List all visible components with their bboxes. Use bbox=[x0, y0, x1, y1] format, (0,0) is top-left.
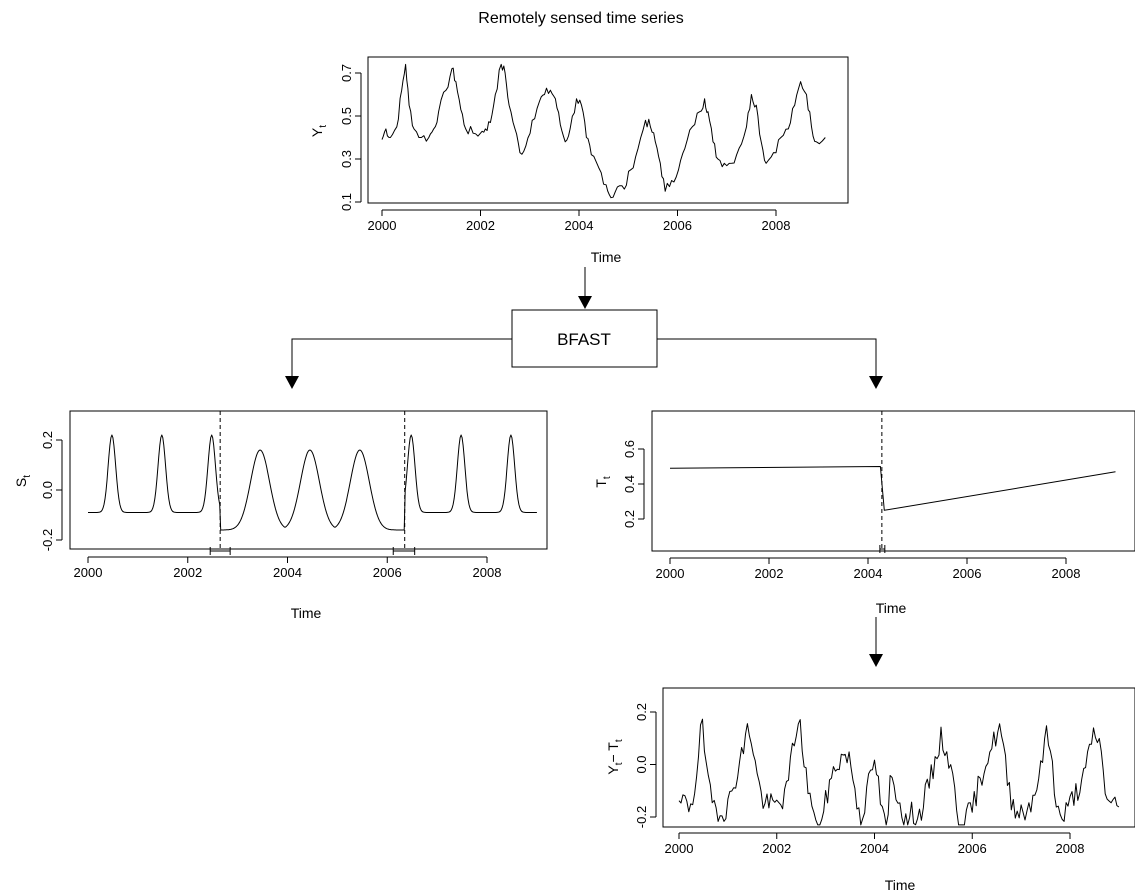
arrowhead-yt-to-bfast bbox=[578, 296, 592, 309]
panel-yt-series bbox=[381, 63, 826, 199]
panel-st-breakpoints bbox=[209, 411, 416, 555]
y-tick-label: 0.0 bbox=[634, 755, 649, 773]
panel-yt-ticks: 2000 2002 2004 2006 2008 0.1 0.3 0.5 0.7 bbox=[339, 64, 790, 233]
x-tick-label: 2006 bbox=[958, 841, 987, 856]
x-tick-label: 2004 bbox=[565, 218, 594, 233]
arrowhead-tt-to-et bbox=[869, 654, 883, 667]
x-tick-label: 2008 bbox=[1052, 566, 1081, 581]
x-tick-label: 2006 bbox=[373, 565, 402, 580]
panel-st-series bbox=[88, 434, 537, 531]
panel-tt-ticks: 2000 2002 2004 2006 2008 0.2 0.4 0.6 bbox=[622, 440, 1080, 581]
y-tick-label: 0.3 bbox=[339, 150, 354, 168]
y-tick-label: 0.0 bbox=[40, 481, 55, 499]
panel-st-xlabel: Time bbox=[291, 605, 322, 621]
arrowhead-bfast-to-st bbox=[285, 376, 299, 389]
x-tick-label: 2000 bbox=[74, 565, 103, 580]
panel-et-ylabel-mid: − T bbox=[605, 742, 621, 763]
diagram-title: Remotely sensed time series bbox=[478, 10, 683, 27]
panel-et-ylabel: Yt− Tt bbox=[605, 739, 625, 775]
y-tick-label: 0.4 bbox=[622, 475, 637, 493]
panel-et-frame bbox=[662, 687, 1135, 828]
x-tick-label: 2008 bbox=[473, 565, 502, 580]
panel-st: 2000 2002 2004 2006 2008 -0.2 0.0 0.2 Time St bbox=[13, 410, 548, 621]
x-tick-label: 2000 bbox=[368, 218, 397, 233]
panel-et-ylabel-sub2: t bbox=[614, 739, 625, 742]
x-tick-label: 2002 bbox=[755, 566, 784, 581]
panel-tt-breakpoints bbox=[879, 411, 886, 553]
arrowhead-bfast-to-tt bbox=[869, 376, 883, 389]
y-tick-label: 0.1 bbox=[339, 193, 354, 211]
y-tick-label: -0.2 bbox=[634, 806, 649, 828]
panel-tt-ylabel-sub: t bbox=[602, 476, 613, 479]
x-tick-label: 2002 bbox=[466, 218, 495, 233]
panel-yt-ylabel: Yt bbox=[309, 125, 329, 137]
bfast-box-frame bbox=[511, 309, 658, 368]
x-tick-label: 2006 bbox=[953, 566, 982, 581]
arrow-bfast-to-tt bbox=[657, 338, 877, 377]
y-tick-label: 0.2 bbox=[622, 510, 637, 528]
panel-et-ticks: 2000 2002 2004 2006 2008 -0.2 0.0 0.2 bbox=[634, 703, 1084, 856]
y-tick-label: -0.2 bbox=[40, 529, 55, 551]
panel-tt: 2000 2002 2004 2006 2008 0.2 0.4 0.6 Time Tt bbox=[593, 410, 1135, 616]
panel-st-ylabel-sub: t bbox=[22, 475, 33, 478]
panel-yt-frame bbox=[367, 56, 849, 204]
x-tick-label: 2006 bbox=[663, 218, 692, 233]
x-tick-label: 2008 bbox=[1056, 841, 1085, 856]
panel-et-xlabel: Time bbox=[885, 877, 916, 893]
y-tick-label: 0.2 bbox=[40, 431, 55, 449]
x-tick-label: 2004 bbox=[854, 566, 883, 581]
y-tick-label: 0.5 bbox=[339, 107, 354, 125]
arrow-bfast-to-st bbox=[291, 338, 512, 377]
bfast-box-label: BFAST bbox=[557, 330, 611, 349]
flow-arrows bbox=[285, 267, 883, 667]
panel-tt-ylabel: Tt bbox=[593, 476, 613, 488]
panel-tt-frame bbox=[651, 410, 1135, 552]
x-tick-label: 2004 bbox=[860, 841, 889, 856]
x-tick-label: 2000 bbox=[665, 841, 694, 856]
panel-st-ylabel: St bbox=[13, 475, 33, 487]
panel-yt-ylabel-sub: t bbox=[318, 125, 329, 128]
panel-tt-series bbox=[669, 466, 1116, 511]
x-tick-label: 2000 bbox=[656, 566, 685, 581]
y-tick-label: 0.6 bbox=[622, 440, 637, 458]
x-tick-label: 2004 bbox=[273, 565, 302, 580]
panel-yt: 2000 2002 2004 2006 2008 0.1 0.3 0.5 0.7 Time Yt bbox=[309, 56, 849, 265]
panel-et: 2000 2002 2004 2006 2008 -0.2 0.0 0.2 Time Yt− … bbox=[605, 687, 1135, 893]
x-tick-label: 2002 bbox=[762, 841, 791, 856]
panel-et-ylabel-sub1: t bbox=[614, 762, 625, 765]
panel-yt-xlabel: Time bbox=[591, 249, 622, 265]
y-tick-label: 0.2 bbox=[634, 703, 649, 721]
y-tick-label: 0.7 bbox=[339, 64, 354, 82]
panel-st-ticks: 2000 2002 2004 2006 2008 -0.2 0.0 0.2 bbox=[40, 431, 501, 580]
x-tick-label: 2002 bbox=[173, 565, 202, 580]
panel-tt-xlabel: Time bbox=[876, 600, 907, 616]
bfast-box: BFAST bbox=[511, 309, 658, 368]
panel-et-series bbox=[678, 718, 1120, 826]
x-tick-label: 2008 bbox=[762, 218, 791, 233]
panel-st-frame bbox=[69, 410, 548, 550]
